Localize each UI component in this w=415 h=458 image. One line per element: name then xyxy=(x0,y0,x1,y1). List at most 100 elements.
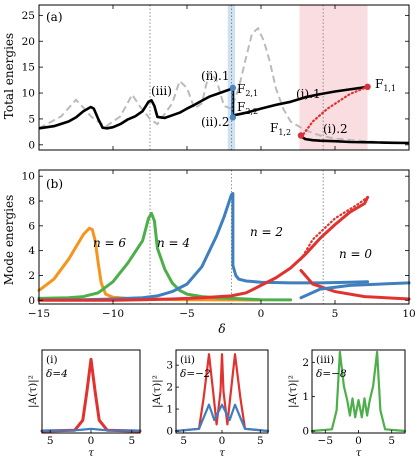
inset-x-tick-label: 5 xyxy=(47,435,54,447)
panel-a-tag: (a) xyxy=(46,10,63,24)
inset-ylabel: |A(τ)|² xyxy=(151,375,164,408)
mode-label-n4: n = 4 xyxy=(157,236,190,250)
mode-line-n0 xyxy=(37,195,370,302)
inset-param: δ=−2 xyxy=(180,368,211,380)
x-axis-label: δ xyxy=(218,322,225,336)
point-F12 xyxy=(297,132,305,139)
y-tick-label: 15 xyxy=(22,62,35,74)
point-F21 xyxy=(229,84,237,92)
mode-label-n0: n = 0 xyxy=(339,247,372,261)
branch-label-i2: (i).2 xyxy=(323,122,348,136)
inset-x-tick-label: 5 xyxy=(388,435,395,447)
panel-a-total-energies: 0 5 10 15 20 25 (a) Total energies (iii) (ii)… xyxy=(2,4,410,151)
point-F11 xyxy=(364,83,371,91)
panel-a-series xyxy=(38,26,410,145)
branch-label-ii1: (ii).1 xyxy=(201,69,230,83)
x-tick-label: −15 xyxy=(28,308,50,320)
mode-label-n6: n = 6 xyxy=(93,236,126,250)
y-tick-label: 0 xyxy=(28,139,35,151)
inset-y-tick-label: 1 xyxy=(166,404,173,416)
inset-tag: (iii) xyxy=(316,354,334,366)
inset-x-tick-label: 0 xyxy=(88,435,95,447)
panel-b-x-ticks: −15 −10 −5 0 5 10 xyxy=(28,170,415,320)
blue-band xyxy=(227,5,236,150)
panel-b-series xyxy=(37,192,411,302)
inset-tag: (i) xyxy=(46,354,58,366)
inset-series xyxy=(174,353,270,433)
branch-label-i1: (i).1 xyxy=(296,87,321,101)
y-tick-label: 10 xyxy=(22,171,35,183)
panel-b-ylabel: Mode energies xyxy=(2,195,16,286)
mode-line-n0-lower xyxy=(299,269,411,301)
branch-label-iii: (iii) xyxy=(151,84,172,98)
y-tick-label: 10 xyxy=(22,88,35,100)
inset-series xyxy=(310,350,407,433)
panel-b-tag: (b) xyxy=(46,177,63,191)
inset-series xyxy=(40,427,142,432)
series-line-solid-black xyxy=(300,135,410,145)
panel-a-y-ticks: 0 5 10 15 20 25 xyxy=(22,10,409,151)
inset-param: δ=4 xyxy=(46,368,68,380)
y-tick-label: 4 xyxy=(28,245,35,257)
y-tick-label: 0 xyxy=(28,295,35,307)
inset-y-tick-label: 2 xyxy=(302,357,309,369)
x-tick-label: 10 xyxy=(402,308,415,320)
x-tick-label: 0 xyxy=(258,308,265,320)
y-tick-label: 8 xyxy=(28,196,35,208)
panel-a-x-ticks xyxy=(38,5,410,150)
bifurcation-points xyxy=(229,83,371,139)
panel-b-mode-energies: 0 2 4 6 8 10 −15 −10 −5 0 5 10 (b) Mode energies n… xyxy=(2,169,415,336)
panel-a-frame xyxy=(38,4,410,151)
inset-ylabel: |A(τ)|² xyxy=(287,375,300,408)
inset-param: δ=−8 xyxy=(316,368,347,380)
series-line-dotted-black xyxy=(301,85,369,137)
mode-line-n0-unstable xyxy=(299,196,369,261)
inset-y-tick-label: 3 xyxy=(166,360,173,372)
point-label-F22: F2,2 xyxy=(237,100,258,116)
y-tick-label: 2 xyxy=(28,270,35,282)
series-line-dashed-gray xyxy=(38,26,410,144)
panel-a-ylabel: Total energies xyxy=(2,33,16,119)
x-tick-label: −5 xyxy=(179,308,194,320)
mode-label-n2: n = 2 xyxy=(250,225,283,239)
mode-line-n2-lower xyxy=(299,281,411,300)
inset-xlabel: τ xyxy=(88,447,94,458)
shaded-interval xyxy=(299,5,368,150)
point-F22 xyxy=(229,114,237,121)
x-tick-label: 5 xyxy=(332,308,339,320)
inset-y-tick-label: 2 xyxy=(166,382,173,394)
series-line-solid-black xyxy=(38,85,368,130)
inset-x-tick-label: 5 xyxy=(128,435,135,447)
inset-x-tick-label: 0 xyxy=(219,435,226,447)
inset-y-tick-label: 0 xyxy=(166,426,173,438)
inset-x-tick-label: 5 xyxy=(180,435,187,447)
panel-b-y-ticks: 0 2 4 6 8 10 xyxy=(22,171,409,307)
inset-x-tick-label: −5 xyxy=(318,435,333,447)
inset-y-tick-label: 0 xyxy=(302,426,309,438)
y-tick-label: 6 xyxy=(28,220,35,232)
branch-label-ii2: (ii).2 xyxy=(201,115,230,129)
panel-b-frame xyxy=(38,169,410,305)
x-tick-label: −10 xyxy=(102,308,124,320)
mode-line-n2 xyxy=(37,192,370,302)
inset-y-tick-label: 1 xyxy=(302,391,309,403)
inset-xlabel: τ xyxy=(356,447,362,458)
inset-tag: (ii) xyxy=(180,354,195,366)
inset-iii: (iii) δ=−8 |A(τ)|² τ −5 0 5 0 1 2 xyxy=(287,349,407,458)
point-label-F12: F1,2 xyxy=(270,121,291,137)
inset-x-tick-label: 5 xyxy=(257,435,264,447)
point-label-F21: F2,1 xyxy=(237,82,258,98)
point-label-F11: F1,1 xyxy=(375,77,396,93)
inset-x-tick-label: 0 xyxy=(355,435,362,447)
y-tick-label: 20 xyxy=(22,36,35,48)
y-tick-label: 5 xyxy=(28,113,35,125)
inset-ylabel: |A(τ)|² xyxy=(27,375,40,408)
inset-series xyxy=(40,357,142,433)
inset-i: (i) δ=4 |A(τ)|² τ 5 0 5 xyxy=(27,349,142,458)
y-tick-label: 25 xyxy=(22,10,35,22)
insets: (i)δ=4|A(τ)|²τ5 0 5(ii)δ=−2|A(τ)|²τ5 0 50123… xyxy=(27,349,407,458)
inset-series xyxy=(174,403,270,433)
inset-xlabel: τ xyxy=(219,447,225,458)
